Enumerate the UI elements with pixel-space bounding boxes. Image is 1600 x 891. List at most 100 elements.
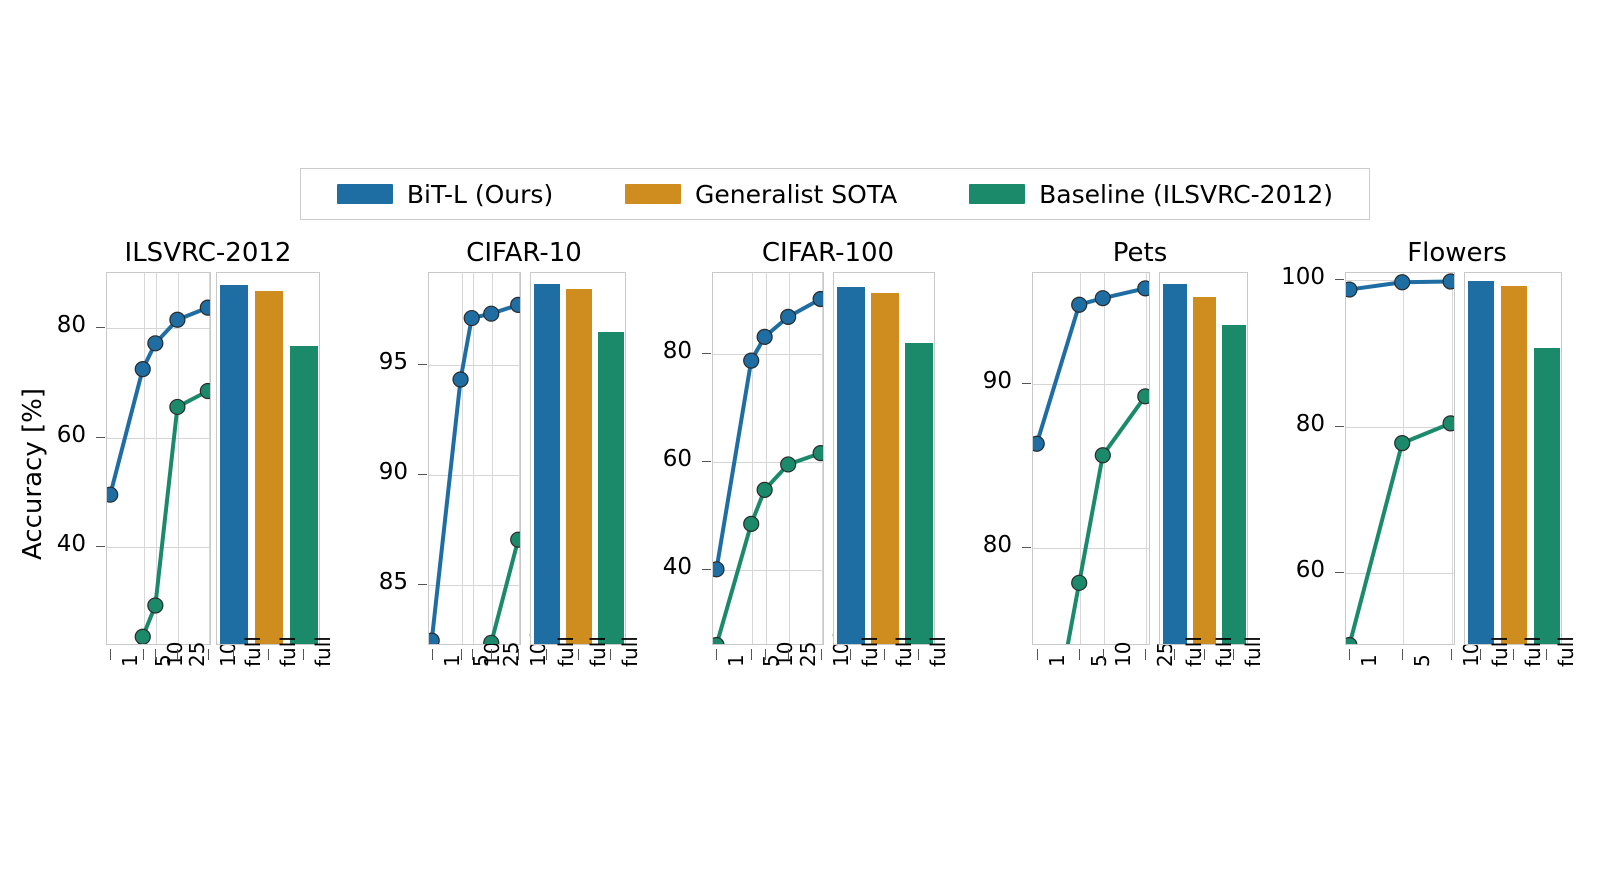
x-tick-label: full [554,636,578,667]
x-tick-mark [1513,649,1514,660]
x-tick-mark [268,649,269,660]
y-tick-label: 80 [982,531,1012,558]
y-tick-label: 100 [1281,264,1325,291]
legend-label: BiT-L (Ours) [406,179,554,209]
x-tick-mark [1233,649,1235,660]
y-tick-mark [702,569,711,571]
y-tick-mark [1335,571,1344,573]
legend-label: Generalist SOTA [695,179,898,209]
y-tick-label: 85 [378,568,408,595]
x-tick-label: full [892,636,916,667]
x-tick-label: 5 [1087,654,1112,667]
y-tick-label: 60 [662,446,692,473]
gridline-h [107,327,210,329]
x-tick-label: 5 [1410,654,1435,667]
x-tick-mark [578,649,579,660]
x-tick-label: full [1488,636,1513,667]
x-tick-label: 1 [1044,654,1069,667]
bar-generalist-sota [1500,286,1528,644]
x-tick-mark [1450,649,1452,660]
bar-bit-l-ours [837,286,865,644]
y-tick-mark [418,473,427,475]
y-tick-label: 90 [378,458,408,485]
x-tick-mark [884,649,885,660]
gridline-v [1103,273,1105,644]
gridline-v [1451,273,1453,644]
gridline-h [429,584,520,586]
bar-baseline-ilsvrc-2012 [289,346,318,644]
gridline-h [1033,547,1149,549]
x-tick-mark [1203,649,1205,660]
panel-title-1: CIFAR-10 [466,238,582,268]
x-tick-mark [820,649,822,660]
legend-label: Baseline (ILSVRC-2012) [1039,179,1334,209]
x-tick-mark [1145,649,1147,660]
y-tick-label: 80 [56,311,86,338]
y-tick-label: 80 [662,338,692,365]
x-tick-mark [751,649,753,660]
x-tick-label: 1 [724,654,749,667]
x-tick-label: 10 [1110,641,1135,667]
x-tick-label: 25 [499,641,524,667]
x-tick-label: full [310,636,335,667]
x-tick-mark [177,649,179,660]
bar-axes-0 [216,272,320,645]
bar-baseline-ilsvrc-2012 [598,332,624,644]
x-tick-label: full [926,636,950,667]
line-axes-0 [106,272,211,645]
x-tick-mark [142,649,144,660]
line-axes-2 [712,272,824,645]
gridline-h [1346,280,1454,282]
y-tick-mark [1022,383,1031,385]
x-tick-mark [788,649,790,660]
x-tick-mark [1349,649,1351,660]
gridline-v [208,273,210,644]
gridline-h [1033,384,1149,386]
x-tick-label: full [1553,636,1578,667]
gridline-v [461,273,463,644]
gridline-v [1146,273,1148,644]
x-tick-mark [302,649,304,660]
x-tick-label: full [1241,636,1266,667]
bar-bit-l-ours [220,284,249,644]
panel-title-0: ILSVRC-2012 [124,238,292,268]
bar-generalist-sota [566,288,592,644]
gridline-h [713,462,823,464]
x-tick-mark [110,649,112,660]
bar-generalist-sota [871,292,899,644]
x-tick-label: 10 [1458,641,1483,667]
gridline-h [429,474,520,476]
gridline-h [1346,572,1454,574]
gridline-v [178,273,180,644]
x-tick-label: 10 [163,641,188,667]
y-tick-mark [702,461,711,463]
x-tick-mark [1102,649,1104,660]
x-tick-mark [431,649,433,660]
gridline-h [713,354,823,356]
x-tick-label: 1 [118,654,143,667]
gridline-v [1403,273,1405,644]
gridline-v [789,273,791,644]
legend-item-0: BiT-L (Ours) [336,179,554,209]
bar-axes-2 [833,272,935,645]
panel-title-2: CIFAR-100 [761,238,895,268]
y-tick-mark [96,436,105,438]
legend-swatch-icon [336,184,393,204]
legend-swatch-icon [969,184,1026,204]
bar-axes-3 [1159,272,1248,645]
bar-bit-l-ours [1162,284,1187,644]
x-tick-mark [471,649,473,660]
line-axes-4 [1345,272,1455,645]
bar-generalist-sota [255,290,283,644]
legend: BiT-L (Ours) Generalist SOTA Baseline (ILS… [300,168,1370,220]
y-tick-label: 80 [1295,410,1325,437]
x-tick-mark [460,649,462,660]
x-tick-label: full [618,636,642,667]
x-tick-mark [1545,649,1547,660]
y-tick-mark [96,546,105,548]
x-tick-label: 25 [796,641,821,667]
x-tick-mark [1079,649,1081,660]
bar-baseline-ilsvrc-2012 [1222,325,1247,644]
line-axes-3 [1032,272,1150,645]
